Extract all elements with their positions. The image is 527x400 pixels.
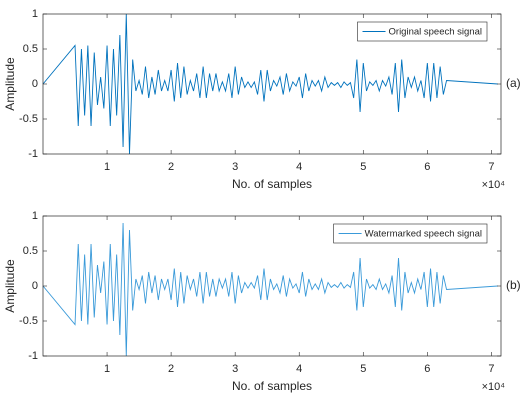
x-tick-label: 6 (424, 161, 430, 173)
y-axis-label: Amplitude (3, 57, 17, 111)
x-multiplier: ×10⁴ (482, 179, 506, 191)
panel-label: (a) (506, 76, 521, 90)
x-tick-label: 1 (104, 363, 110, 375)
legend-box (333, 223, 488, 244)
legend: Watermarked speech signal (333, 223, 488, 244)
y-tick-label: 1 (32, 210, 38, 222)
x-tick-label: 6 (424, 363, 430, 375)
signal-line (42, 222, 498, 357)
legend-box (357, 21, 488, 42)
y-tick-label: -1 (28, 148, 38, 160)
signal-line (42, 13, 498, 155)
y-axis-label: Amplitude (3, 259, 17, 313)
x-multiplier: ×10⁴ (482, 381, 506, 393)
x-tick-label: 2 (168, 161, 174, 173)
y-tick-label: 1 (32, 8, 38, 20)
x-tick-label: 1 (104, 161, 110, 173)
x-tick-label: 4 (296, 363, 302, 375)
x-tick-label: 3 (232, 363, 238, 375)
y-tick-label: 0.5 (23, 43, 38, 55)
x-tick-label: 5 (360, 363, 366, 375)
legend-label: Watermarked speech signal (365, 229, 482, 240)
legend: Original speech signal (357, 21, 488, 42)
x-tick-label: 2 (168, 363, 174, 375)
y-tick-label: -1 (28, 350, 38, 362)
x-tick-label: 7 (488, 161, 494, 173)
y-tick-label: -0.5 (19, 315, 38, 327)
x-tick-label: 4 (296, 161, 302, 173)
x-axis-label: No. of samples (232, 379, 312, 393)
x-tick-label: 7 (488, 363, 494, 375)
y-tick-label: 0.5 (23, 245, 38, 257)
y-tick-label: 0 (32, 280, 38, 292)
x-tick-label: 5 (360, 161, 366, 173)
axes-box (42, 215, 502, 357)
axes-box (42, 13, 502, 155)
panel-label: (b) (506, 278, 521, 292)
legend-label: Original speech signal (389, 27, 482, 38)
x-axis-label: No. of samples (232, 177, 312, 191)
y-tick-label: -0.5 (19, 113, 38, 125)
y-tick-label: 0 (32, 78, 38, 90)
x-tick-label: 3 (232, 161, 238, 173)
